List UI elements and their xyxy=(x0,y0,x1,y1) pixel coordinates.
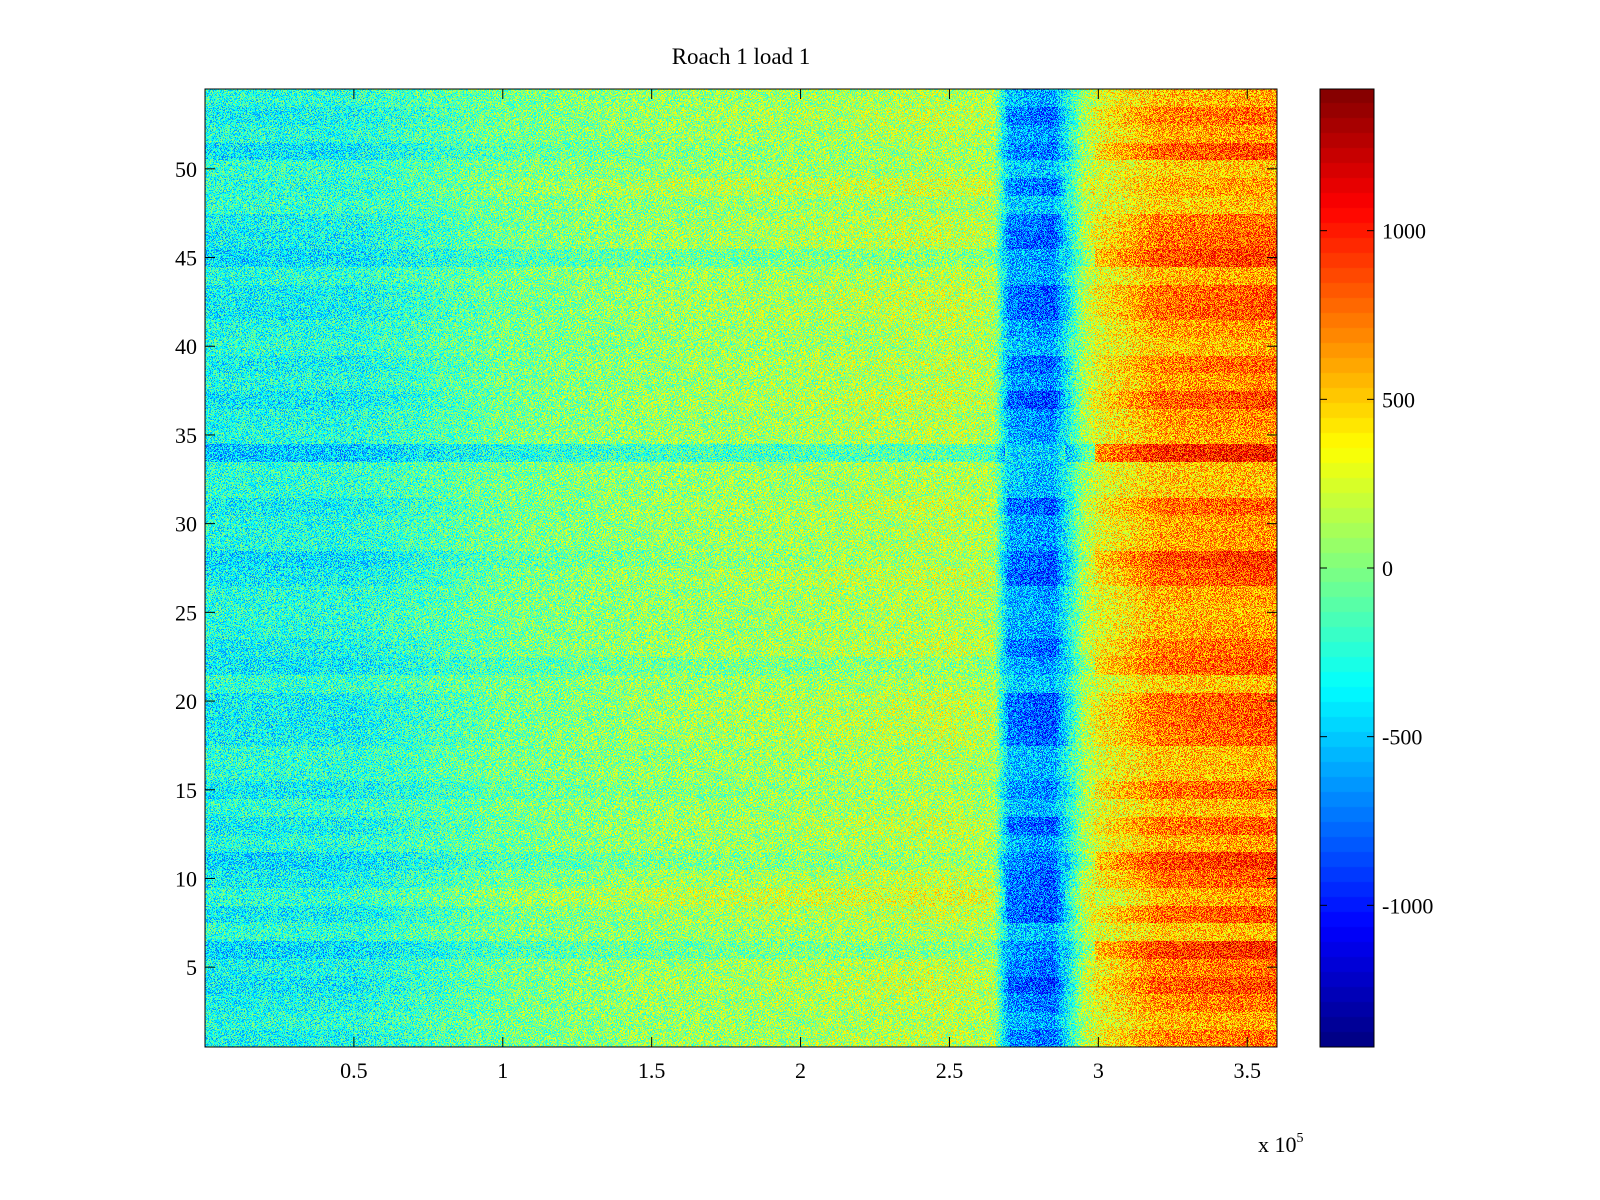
y-tick-label: 25 xyxy=(175,600,197,625)
colorbar-tick-label: -500 xyxy=(1382,725,1422,750)
x-tick-label: 0.5 xyxy=(340,1058,368,1083)
colorbar-tick-label: 500 xyxy=(1382,387,1415,412)
plot-frame xyxy=(204,88,1278,1048)
y-tick-label: 50 xyxy=(175,157,197,182)
colorbar-tick-label: 1000 xyxy=(1382,219,1426,244)
x-tick-label: 1 xyxy=(497,1058,508,1083)
x-scale-note: x 105 xyxy=(1258,1130,1304,1158)
colorbar-frame xyxy=(1319,88,1375,1048)
x-scale-base: x 10 xyxy=(1258,1132,1297,1157)
x-tick-label: 3.5 xyxy=(1233,1058,1261,1083)
y-tick-label: 15 xyxy=(175,778,197,803)
x-tick-label: 1.5 xyxy=(638,1058,666,1083)
y-tick-label: 20 xyxy=(175,689,197,714)
y-tick-label: 10 xyxy=(175,866,197,891)
x-tick-label: 2 xyxy=(795,1058,806,1083)
x-scale-exponent: 5 xyxy=(1296,1130,1304,1146)
chart-title: Roach 1 load 1 xyxy=(671,44,811,69)
colorbar-tick-label: -1000 xyxy=(1382,893,1433,918)
y-tick-label: 40 xyxy=(175,334,197,359)
x-tick-label: 2.5 xyxy=(936,1058,964,1083)
x-tick-label: 3 xyxy=(1093,1058,1104,1083)
heatmap-image xyxy=(205,89,1277,1047)
y-tick-label: 30 xyxy=(175,512,197,537)
colorbar-tick-label: 0 xyxy=(1382,556,1393,581)
y-tick-label: 35 xyxy=(175,423,197,448)
y-tick-label: 5 xyxy=(186,955,197,980)
y-tick-label: 45 xyxy=(175,246,197,271)
colorbar xyxy=(1320,89,1374,1047)
